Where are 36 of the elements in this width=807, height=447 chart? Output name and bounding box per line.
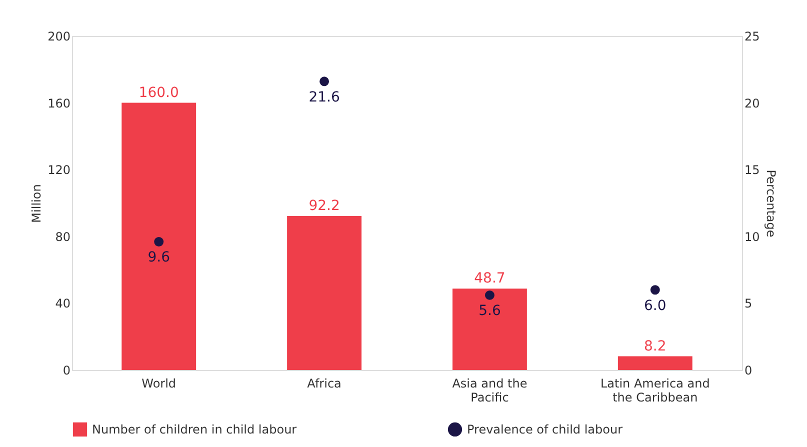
point xyxy=(484,290,494,300)
x-tick-label: World xyxy=(142,376,176,390)
data-label: 5.6 xyxy=(478,303,501,320)
y2-tick-label: 25 xyxy=(744,30,760,44)
bar xyxy=(452,288,527,370)
y2-tick-label: 20 xyxy=(744,96,760,110)
x-tick-label: Latin America and the Caribbean xyxy=(600,376,710,404)
bar xyxy=(122,102,196,370)
bar xyxy=(618,356,692,370)
x-tick-label: Asia and the Pacific xyxy=(452,376,528,404)
y2-tick-label: 0 xyxy=(744,364,752,378)
legend-label: Number of children in child labour xyxy=(92,422,297,436)
point xyxy=(154,237,164,246)
data-label: 21.6 xyxy=(308,89,340,106)
point xyxy=(320,76,330,86)
data-label: 6.0 xyxy=(644,298,666,314)
data-label: 160.0 xyxy=(138,84,179,101)
data-label: 48.7 xyxy=(474,270,506,287)
y-tick-label: 120 xyxy=(48,163,70,178)
y-tick-label: 0 xyxy=(62,364,70,378)
y2-tick-label: 10 xyxy=(744,230,760,244)
y-tick-label: 80 xyxy=(55,230,70,244)
y-axis-title: Million xyxy=(30,184,44,223)
y-tick-label: 200 xyxy=(48,30,70,44)
y-tick-label: 40 xyxy=(55,296,70,311)
data-label: 92.2 xyxy=(308,198,340,214)
y2-tick-label: 15 xyxy=(744,163,760,178)
point xyxy=(650,285,660,295)
bar xyxy=(287,216,362,370)
y-tick-label: 160 xyxy=(48,96,70,110)
data-label: 8.2 xyxy=(644,338,666,354)
x-tick-label: Africa xyxy=(307,376,342,390)
y2-axis-title: Percentage xyxy=(764,170,778,238)
legend-label: Prevalence of child labour xyxy=(467,422,623,436)
y2-tick-label: 5 xyxy=(744,296,752,311)
data-label: 9.6 xyxy=(148,250,170,266)
